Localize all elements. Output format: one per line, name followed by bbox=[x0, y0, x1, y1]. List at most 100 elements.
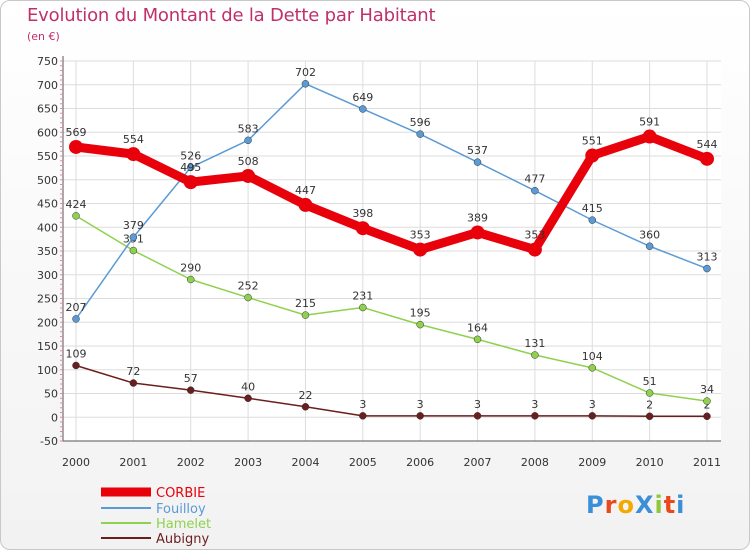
data-point-aubigny bbox=[531, 412, 539, 420]
x-tick-label: 2002 bbox=[177, 456, 205, 469]
data-label-aubigny: 3 bbox=[417, 398, 424, 411]
data-point-hamelet bbox=[244, 293, 252, 302]
series-line-aubigny bbox=[75, 364, 707, 418]
data-label-corbie: 554 bbox=[123, 133, 144, 146]
data-label-aubigny: 3 bbox=[531, 398, 538, 411]
x-tick-label: 2005 bbox=[349, 456, 377, 469]
data-label-corbie: 398 bbox=[352, 207, 373, 220]
y-tick-label: 150 bbox=[37, 340, 58, 353]
data-point-fouilloy bbox=[703, 264, 711, 273]
legend-label-aubigny: Aubigny bbox=[156, 532, 209, 547]
y-tick-label: 50 bbox=[44, 388, 58, 401]
data-point-aubigny bbox=[301, 403, 310, 411]
data-point-corbie bbox=[413, 242, 428, 257]
data-label-fouilloy: 537 bbox=[467, 144, 488, 157]
y-tick-label: 400 bbox=[37, 221, 58, 234]
data-label-aubigny: 3 bbox=[474, 398, 481, 411]
data-label-corbie: 569 bbox=[66, 126, 87, 139]
data-point-hamelet bbox=[473, 335, 482, 344]
data-label-hamelet: 215 bbox=[295, 297, 316, 310]
data-label-aubigny: 40 bbox=[241, 380, 255, 393]
data-label-corbie: 551 bbox=[582, 135, 603, 148]
data-label-aubigny: 3 bbox=[589, 398, 596, 411]
data-label-fouilloy: 379 bbox=[123, 219, 144, 232]
data-point-corbie bbox=[642, 129, 657, 144]
data-label-corbie: 544 bbox=[697, 138, 718, 151]
data-label-corbie: 495 bbox=[180, 161, 201, 174]
x-tick-label: 2000 bbox=[62, 456, 90, 469]
y-tick-label: 350 bbox=[37, 245, 58, 258]
data-point-hamelet bbox=[129, 246, 138, 255]
data-label-aubigny: 72 bbox=[126, 365, 140, 378]
data-label-corbie: 353 bbox=[524, 229, 545, 242]
data-point-fouilloy bbox=[72, 315, 80, 323]
data-point-corbie bbox=[355, 221, 370, 236]
data-point-fouilloy bbox=[244, 136, 252, 145]
x-tick-label: 2004 bbox=[291, 456, 319, 469]
data-point-hamelet bbox=[588, 364, 597, 372]
data-point-fouilloy bbox=[473, 158, 482, 166]
data-label-hamelet: 51 bbox=[643, 375, 657, 388]
data-point-hamelet bbox=[416, 320, 424, 329]
y-tick-label: 500 bbox=[37, 174, 58, 187]
data-point-hamelet bbox=[72, 212, 80, 220]
data-point-corbie bbox=[241, 168, 256, 183]
data-label-fouilloy: 207 bbox=[66, 301, 87, 314]
data-point-corbie bbox=[126, 147, 141, 162]
data-point-fouilloy bbox=[588, 216, 597, 224]
data-label-fouilloy: 702 bbox=[295, 66, 316, 79]
data-label-fouilloy: 313 bbox=[697, 251, 718, 264]
data-point-hamelet bbox=[186, 275, 195, 284]
data-label-hamelet: 231 bbox=[352, 290, 373, 303]
data-point-corbie bbox=[69, 139, 83, 154]
data-point-corbie bbox=[470, 225, 485, 240]
data-point-aubigny bbox=[645, 412, 654, 421]
data-point-aubigny bbox=[588, 412, 597, 420]
x-tick-label: 2011 bbox=[693, 456, 721, 469]
y-tick-label: 100 bbox=[37, 364, 58, 377]
proxiti-logo: ProXiti bbox=[586, 491, 686, 519]
x-tick-label: 2009 bbox=[578, 456, 606, 469]
x-tick-label: 2001 bbox=[119, 456, 147, 469]
data-label-corbie: 353 bbox=[410, 229, 431, 242]
data-label-hamelet: 424 bbox=[66, 198, 87, 211]
data-label-hamelet: 195 bbox=[410, 307, 431, 320]
x-tick-label: 2006 bbox=[406, 456, 434, 469]
data-label-fouilloy: 583 bbox=[238, 122, 259, 135]
data-point-aubigny bbox=[129, 379, 138, 387]
data-label-aubigny: 2 bbox=[646, 398, 653, 411]
chart-title: Evolution du Montant de la Dette par Hab… bbox=[27, 5, 436, 26]
x-tick-label: 2010 bbox=[636, 456, 664, 469]
data-label-aubigny: 3 bbox=[359, 398, 366, 411]
data-point-corbie bbox=[298, 197, 313, 212]
y-tick-label: 750 bbox=[37, 55, 58, 68]
data-point-corbie bbox=[700, 151, 714, 166]
data-label-fouilloy: 649 bbox=[352, 91, 373, 104]
data-label-corbie: 508 bbox=[238, 155, 259, 168]
data-point-corbie bbox=[585, 148, 600, 163]
data-label-hamelet: 290 bbox=[180, 262, 201, 275]
data-point-aubigny bbox=[186, 386, 195, 394]
data-point-corbie bbox=[527, 242, 542, 257]
y-tick-label: 300 bbox=[37, 269, 58, 282]
data-label-hamelet: 252 bbox=[238, 280, 259, 293]
data-point-hamelet bbox=[645, 389, 654, 397]
legend-label-corbie: CORBIE bbox=[156, 486, 205, 501]
data-point-hamelet bbox=[359, 303, 367, 312]
y-tick-label: -50 bbox=[40, 435, 58, 448]
y-tick-label: 650 bbox=[37, 103, 58, 116]
y-tick-label: 200 bbox=[37, 316, 58, 329]
data-label-corbie: 389 bbox=[467, 211, 488, 224]
data-point-hamelet bbox=[301, 311, 310, 319]
data-label-corbie: 447 bbox=[295, 184, 316, 197]
legend-label-hamelet: Hamelet bbox=[156, 517, 211, 532]
data-point-fouilloy bbox=[645, 242, 654, 250]
data-label-aubigny: 22 bbox=[298, 389, 312, 402]
y-tick-label: 0 bbox=[51, 411, 58, 424]
y-tick-label: 250 bbox=[37, 293, 58, 306]
data-label-hamelet: 131 bbox=[524, 337, 545, 350]
x-tick-label: 2003 bbox=[234, 456, 262, 469]
series-line-corbie bbox=[75, 132, 709, 255]
data-label-hamelet: 104 bbox=[582, 350, 603, 363]
